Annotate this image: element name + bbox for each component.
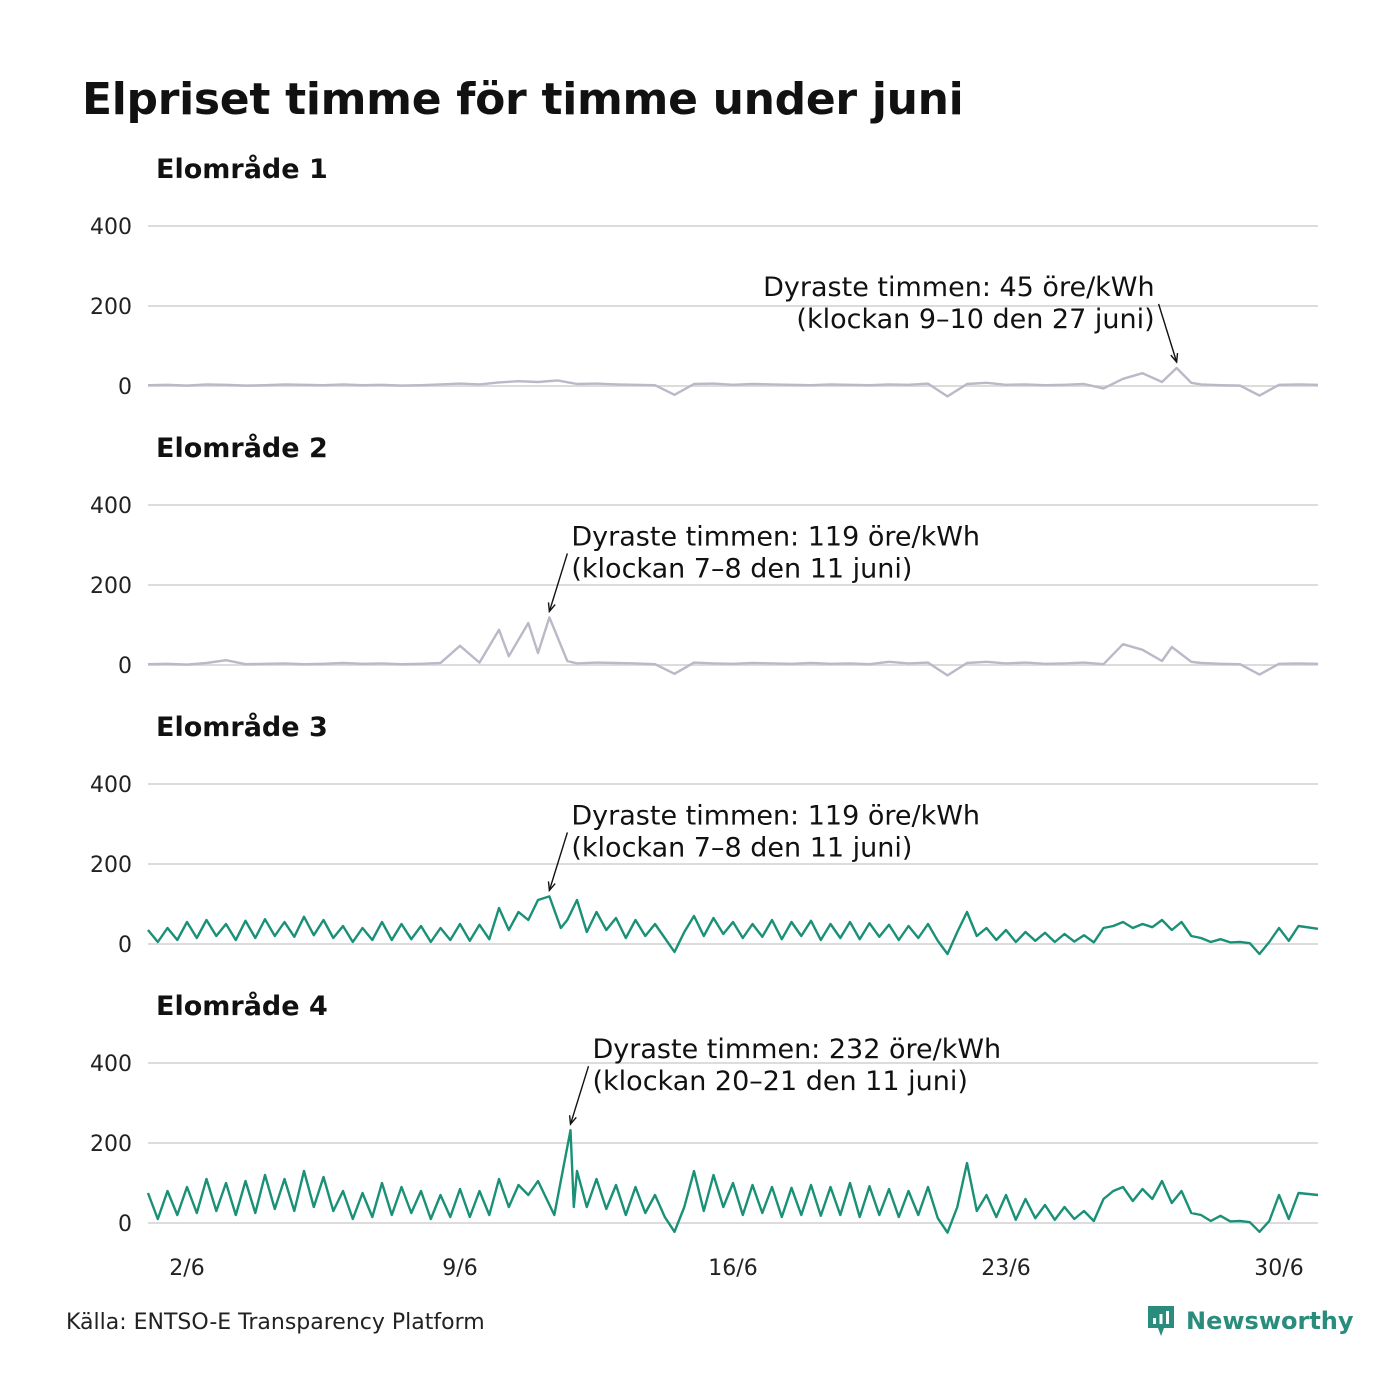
- annotation-line-2: (klockan 7–8 den 11 juni): [571, 832, 912, 863]
- annotation-line-2: (klockan 9–10 den 27 juni): [796, 304, 1154, 335]
- y-tick-label: 200: [90, 853, 132, 878]
- y-tick-label: 200: [90, 574, 132, 599]
- y-tick-label: 400: [90, 215, 132, 240]
- source-note: Källa: ENTSO-E Transparency Platform: [66, 1310, 485, 1335]
- panel-2: Elområde 2 0 200 400 Dyraste timmen: 119 öre…: [90, 432, 1319, 679]
- panel-4: Elområde 4 0 200 400 Dyraste timmen: 232 öre…: [90, 990, 1319, 1237]
- annotation-line-2: (klockan 7–8 den 11 juni): [571, 553, 912, 584]
- panel-1: Elområde 1 0 200 400 Dyraste timmen: 45 öre/…: [90, 153, 1319, 400]
- x-tick-label: 23/6: [981, 1256, 1030, 1281]
- series-line: [147, 616, 1319, 677]
- panel-title: Elområde 1: [156, 153, 328, 185]
- brand[interactable]: Newsworthy: [1146, 1304, 1354, 1338]
- annotation-line-1: Dyraste timmen: 119 öre/kWh: [571, 800, 980, 831]
- series-line: [147, 366, 1319, 398]
- y-tick-label: 0: [118, 933, 132, 958]
- annotation-arrow: [569, 1065, 590, 1125]
- y-tick-label: 400: [90, 1052, 132, 1077]
- y-tick-label: 400: [90, 494, 132, 519]
- newsworthy-logo-icon: [1148, 1306, 1174, 1336]
- annotation-line-1: Dyraste timmen: 119 öre/kWh: [571, 521, 980, 552]
- x-tick-label: 16/6: [708, 1256, 757, 1281]
- x-tick-label: 9/6: [442, 1256, 477, 1281]
- y-tick-label: 0: [118, 654, 132, 679]
- panel-title: Elområde 3: [156, 711, 328, 743]
- annotation-arrowhead: [547, 602, 556, 614]
- annotation-arrow: [548, 832, 569, 891]
- annotation-arrow: [548, 553, 569, 612]
- series-line: [146, 1129, 1319, 1234]
- panel-title: Elområde 2: [156, 432, 328, 464]
- annotation-arrowhead: [547, 881, 556, 893]
- page-title: Elpriset timme för timme under juni: [82, 74, 964, 125]
- y-tick-label: 200: [90, 1132, 132, 1157]
- annotation-line-2: (klockan 20–21 den 11 juni): [593, 1066, 968, 1097]
- brand-name: Newsworthy: [1186, 1307, 1354, 1335]
- y-tick-label: 0: [118, 1212, 132, 1237]
- annotation-arrowhead: [568, 1115, 577, 1126]
- y-tick-label: 200: [90, 295, 132, 320]
- panel-3: Elområde 3 0 200 400 Dyraste timmen: 119 öre…: [90, 711, 1319, 958]
- panel-title: Elområde 4: [156, 990, 328, 1022]
- annotation-arrowhead: [1170, 352, 1179, 364]
- annotation-arrow: [1157, 303, 1178, 363]
- y-tick-label: 0: [118, 375, 132, 400]
- x-tick-label: 30/6: [1254, 1256, 1303, 1281]
- x-tick-label: 2/6: [169, 1256, 204, 1281]
- y-tick-label: 400: [90, 773, 132, 798]
- annotation-line-1: Dyraste timmen: 45 öre/kWh: [763, 272, 1154, 303]
- annotation-line-1: Dyraste timmen: 232 öre/kWh: [593, 1034, 1002, 1065]
- series-line: [147, 895, 1319, 956]
